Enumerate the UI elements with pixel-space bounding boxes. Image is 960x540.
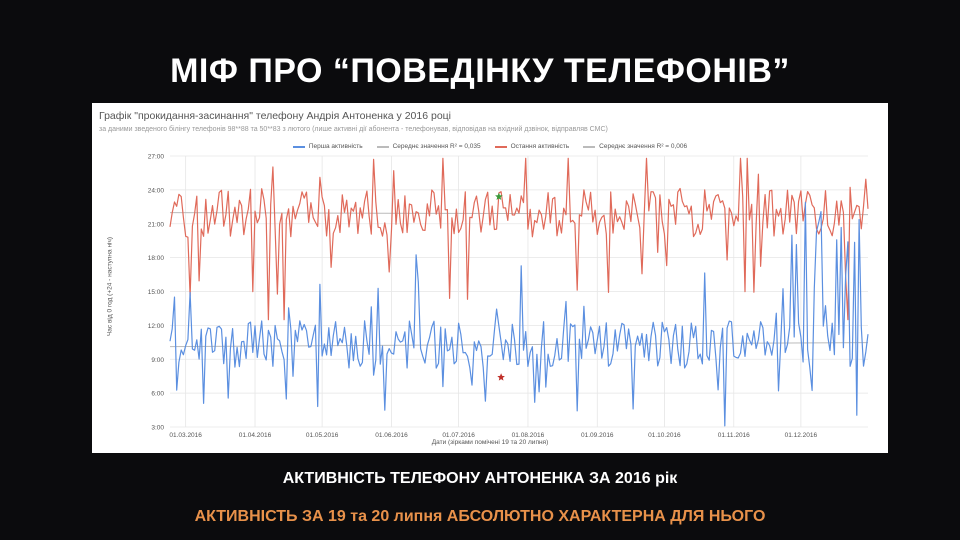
y-tick-label: 15:00 [148, 289, 165, 296]
legend-label: Перша активність [308, 143, 363, 150]
marker-star-july-19 [495, 192, 503, 200]
chart-title: Графік "прокидання-засинання" телефону А… [99, 110, 452, 122]
y-tick-label: 12:00 [148, 323, 165, 330]
x-tick-label: 01.10.2016 [648, 432, 681, 439]
chart-subtitle: за даними зведеного білінгу телефонів 98… [99, 126, 608, 133]
y-tick-label: 18:00 [148, 255, 165, 262]
legend-label: Середнє значення R² = 0,006 [599, 143, 688, 150]
legend-item-last-trend[interactable]: Середнє значення R² = 0,006 [583, 143, 687, 150]
x-tick-label: 01.04.2016 [239, 432, 272, 439]
caption-july-activity: АКТИВНІСТЬ ЗА 19 та 20 липня АБСОЛЮТНО Х… [194, 508, 766, 525]
y-tick-label: 6:00 [151, 391, 164, 398]
legend-swatch [376, 145, 389, 148]
legend-label: Остання активність [510, 143, 570, 150]
chart-panel: 3:00 6:00 9:00 12:00 15:00 18:00 21:00 24:00 27:… [92, 103, 888, 453]
y-axis-label: Час від 0 год (+24 - наступна ніч) [106, 236, 114, 337]
chart-legend: Перша активність Середнє значення R² = 0… [92, 143, 888, 150]
x-tick-label: 01.05.2016 [306, 432, 339, 439]
y-tick-label: 9:00 [151, 357, 164, 364]
y-tick-label: 21:00 [148, 221, 165, 228]
x-tick-label: 01.07.2016 [442, 432, 475, 439]
legend-item-first-trend[interactable]: Середнє значення R² = 0,035 [376, 143, 481, 150]
caption-year-activity: АКТИВНІСТЬ ТЕЛЕФОНУ АНТОНЕНКА ЗА 2016 рі… [282, 470, 678, 487]
x-tick-label: 01.09.2016 [581, 432, 614, 439]
legend-label: Середнє значення R² = 0,035 [392, 143, 481, 150]
slide-title: МІФ ПРО “ПОВЕДІНКУ ТЕЛЕФОНІВ” [170, 52, 790, 90]
series-line-first-activity [169, 201, 869, 427]
series-line-last-activity [169, 157, 869, 321]
y-tick-label: 24:00 [148, 187, 165, 194]
y-tick-label: 27:00 [148, 154, 165, 161]
x-tick-label: 01.06.2016 [375, 432, 408, 439]
x-tick-label: 01.03.2016 [169, 432, 202, 439]
activity-chart: 3:00 6:00 9:00 12:00 15:00 18:00 21:00 24:00 27:… [148, 154, 869, 439]
x-tick-label: 01.11.2016 [718, 432, 750, 439]
legend-swatch [494, 145, 507, 148]
marker-star-july-20 [497, 373, 505, 381]
x-tick-label: 01.12.2016 [785, 432, 818, 439]
legend-swatch [292, 145, 305, 148]
legend-item-last-activity[interactable]: Остання активність [494, 143, 570, 150]
x-tick-label: 01.08.2016 [512, 432, 545, 439]
legend-item-first-activity[interactable]: Перша активність [292, 143, 363, 150]
y-tick-label: 3:00 [151, 425, 164, 432]
legend-swatch [583, 145, 596, 148]
x-axis-label: Дати (зірками помічені 19 та 20 липня) [431, 439, 549, 446]
